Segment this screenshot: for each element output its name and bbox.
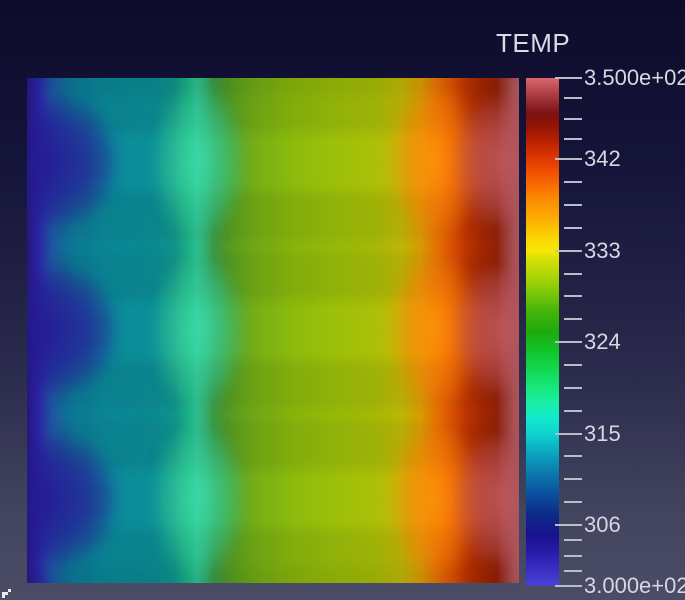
wavy-cell — [27, 78, 519, 246]
legend-title: TEMP — [496, 28, 571, 58]
legend-tick-minor — [564, 226, 582, 229]
legend-tick-label: 324 — [584, 329, 621, 355]
neck-teal-lobe — [154, 88, 244, 237]
legend-tick-label: 3.500e+02 — [584, 65, 685, 90]
legend-tick-major — [555, 524, 582, 527]
legend-tick-minor — [564, 478, 582, 481]
legend-tick-minor — [564, 501, 582, 504]
legend-tick-minor — [564, 386, 582, 389]
legend-tick-label: 3.000e+02 — [584, 573, 685, 598]
neck-hot-lobe — [455, 266, 519, 395]
legend-tick-major — [555, 585, 582, 587]
legend-tick-minor — [564, 455, 582, 458]
neck-teal-lobe — [154, 424, 244, 573]
legend-tick-minor — [564, 137, 582, 140]
wavy-cell — [27, 415, 519, 583]
neck-cold-lobe — [27, 434, 116, 563]
color-legend-bar[interactable] — [526, 78, 559, 586]
legend-tick-label: 306 — [584, 512, 621, 538]
neck-cold-lobe — [27, 266, 116, 395]
legend-tick-major — [555, 249, 582, 252]
neck-hot-lobe — [455, 98, 519, 227]
neck-hot-lobe — [455, 434, 519, 563]
field-vignette — [27, 78, 519, 583]
legend-tick-minor — [564, 181, 582, 184]
scalar-field-heatmap[interactable] — [27, 78, 519, 583]
legend-tick-minor — [564, 409, 582, 412]
legend-tick-label: 342 — [584, 146, 621, 172]
legend-tick-major — [555, 158, 582, 161]
legend-tick-minor — [564, 295, 582, 298]
legend-tick-label: 315 — [584, 420, 621, 446]
legend-tick-major — [555, 341, 582, 344]
color-legend[interactable]: TEMP 3.500e+02 342 333 324 315 306 3.000e+02 — [496, 28, 685, 598]
contour-banding — [27, 78, 519, 583]
legend-tick-major — [555, 77, 582, 79]
legend-tick-minor — [564, 569, 582, 572]
legend-tick-minor — [564, 318, 582, 321]
legend-tick-label: 333 — [584, 237, 621, 263]
orientation-axes-widget[interactable] — [2, 584, 16, 598]
wavy-cell — [27, 246, 519, 414]
legend-tick-minor — [564, 364, 582, 367]
legend-tick-minor — [564, 97, 582, 100]
legend-tick-minor — [564, 204, 582, 206]
legend-tick-minor — [564, 554, 582, 557]
legend-tick-minor — [564, 539, 582, 542]
legend-tick-minor — [564, 117, 582, 120]
legend-tick-major — [555, 432, 582, 435]
neck-teal-lobe — [154, 256, 244, 405]
legend-tick-minor — [564, 272, 582, 275]
neck-cold-lobe — [27, 98, 116, 227]
